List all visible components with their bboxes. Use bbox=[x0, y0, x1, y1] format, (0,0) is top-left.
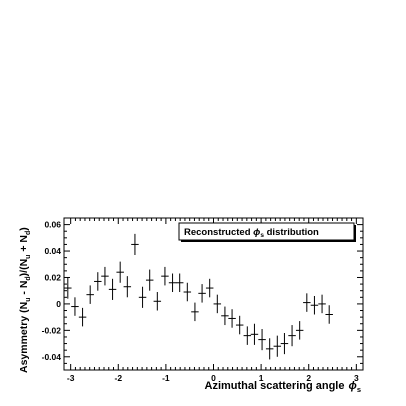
data-point bbox=[280, 332, 289, 355]
y-tick-label: 0.06 bbox=[44, 220, 61, 230]
data-point bbox=[94, 272, 102, 291]
data-point bbox=[273, 335, 282, 357]
data-point bbox=[78, 307, 87, 327]
data-point bbox=[235, 315, 244, 335]
data-point bbox=[303, 293, 311, 312]
data-point bbox=[123, 276, 132, 298]
data-point bbox=[221, 306, 229, 326]
data-point bbox=[175, 273, 184, 293]
x-tick-label: -1 bbox=[162, 373, 170, 383]
data-point bbox=[71, 297, 79, 316]
legend-text: Reconstructed ϕs distribution bbox=[184, 227, 319, 239]
data-points bbox=[64, 233, 333, 360]
data-point bbox=[258, 329, 266, 351]
x-axis-ticks: -3 -2 -1 0 1 2 3 bbox=[67, 218, 359, 383]
data-point bbox=[116, 261, 124, 283]
x-tick-label: -2 bbox=[114, 373, 122, 383]
x-tick-label: 3 bbox=[354, 373, 359, 383]
data-point bbox=[318, 294, 326, 314]
data-point bbox=[228, 309, 236, 328]
data-point bbox=[145, 269, 154, 291]
data-point bbox=[310, 295, 319, 315]
data-point bbox=[288, 325, 296, 347]
data-point bbox=[138, 286, 147, 308]
data-point bbox=[191, 302, 199, 322]
y-tick-label: -0.02 bbox=[42, 325, 62, 335]
data-point bbox=[265, 338, 274, 360]
y-tick-label: 0.02 bbox=[44, 272, 61, 282]
data-point bbox=[131, 233, 139, 256]
data-point bbox=[108, 278, 117, 300]
x-tick-label: 2 bbox=[306, 373, 311, 383]
y-axis-ticks: -0.04 -0.02 0 0.02 0.04 0.06 bbox=[42, 217, 363, 371]
data-point bbox=[295, 321, 304, 340]
y-tick-label: -0.04 bbox=[42, 352, 62, 362]
data-point bbox=[243, 326, 252, 345]
x-tick-label: 1 bbox=[259, 373, 264, 383]
y-tick-label: 0 bbox=[56, 299, 61, 309]
data-point bbox=[64, 277, 72, 299]
legend-box: Reconstructed ϕs distribution bbox=[178, 222, 356, 242]
data-point bbox=[161, 266, 169, 286]
x-tick-label: -3 bbox=[67, 373, 75, 383]
y-tick-label: 0.04 bbox=[44, 246, 61, 256]
data-point bbox=[168, 273, 177, 293]
y-axis-title: Asymmetry (Nu - Nd)/(Nu + Nd) bbox=[18, 227, 32, 373]
data-point bbox=[101, 266, 109, 286]
data-point bbox=[183, 282, 192, 302]
data-point bbox=[213, 294, 222, 314]
data-point bbox=[153, 292, 162, 311]
data-point bbox=[325, 305, 333, 324]
x-axis-title: Azimuthal scattering angle ϕs bbox=[205, 380, 362, 394]
data-point bbox=[250, 323, 259, 345]
data-point bbox=[205, 278, 214, 298]
data-point bbox=[198, 284, 206, 303]
data-point bbox=[86, 285, 94, 304]
x-tick-label: 0 bbox=[211, 373, 216, 383]
